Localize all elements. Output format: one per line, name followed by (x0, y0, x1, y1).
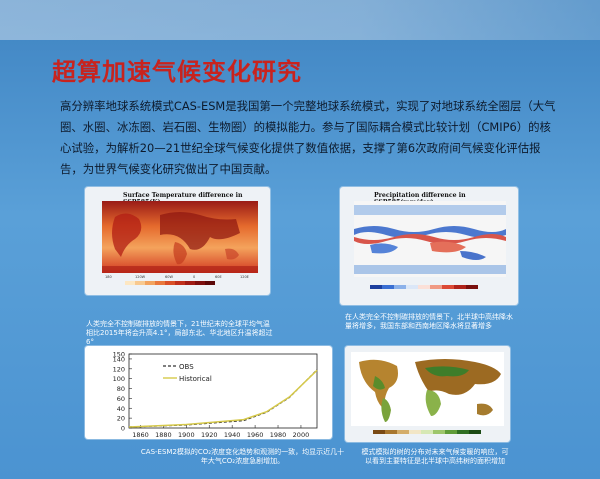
svg-text:120W: 120W (135, 275, 146, 279)
y-tick-label: 60 (117, 395, 125, 403)
y-tick-label: 20 (117, 415, 125, 423)
y-tick-label: 140 (113, 355, 125, 363)
x-tick-label: 1860 (132, 431, 149, 439)
veg-map-caption: 模式模拟的树的分布对未来气候变暖的响应，可以看到主要特征是北半球中高纬树的面积增… (361, 448, 509, 465)
x-tick-label: 1900 (178, 431, 195, 439)
series-line-historical (128, 369, 318, 428)
intro-paragraph: 高分辨率地球系统模式CAS-ESM是我国第一个完整地球系统模式，实现了对地球系统… (60, 99, 556, 176)
svg-text:60E: 60E (215, 275, 222, 279)
top-band (0, 0, 600, 40)
temp-map: 180 120W 60W 0 60E 120E (102, 201, 258, 285)
veg-map (351, 352, 504, 434)
legend-obs: OBS (179, 363, 194, 371)
precip-map-caption: 在人类完全不控制碳排放的情景下，北半球中高纬降水量将增多，我国东部和西南地区降水… (345, 313, 513, 330)
y-tick-label: 40 (117, 405, 125, 413)
temp-map-panel: Surface Temperature difference in SSP585… (85, 187, 270, 295)
page-title: 超算加速气候变化研究 (52, 58, 302, 86)
precip-map-panel: Precipitation difference in SSP585(mm/da… (340, 187, 518, 305)
x-tick-label: 1980 (270, 431, 287, 439)
svg-text:120E: 120E (240, 275, 249, 279)
y-tick-label: 120 (113, 365, 125, 373)
x-tick-label: 1920 (201, 431, 218, 439)
co2-legend: OBS Historical (163, 363, 212, 383)
x-tick-label: 1960 (247, 431, 264, 439)
precip-colorbar (370, 285, 478, 289)
co2-chart-caption: CAS-ESM2模拟的CO₂浓度变化趋势和观测的一致，均显示近几十年大气CO₂浓… (140, 448, 345, 465)
svg-text:0: 0 (193, 275, 195, 279)
y-tick-label: 80 (117, 385, 125, 393)
veg-colorbar (373, 430, 481, 434)
chart-frame (128, 353, 318, 429)
co2-chart-panel: 0 20 40 60 80 100 120 140 150 1860 1880 1900 1920 194… (85, 346, 332, 439)
x-tick-label: 1940 (224, 431, 241, 439)
precip-map (354, 201, 506, 289)
legend-historical: Historical (179, 375, 212, 383)
temp-map-caption: 人类完全不控制碳排放的情景下，21世纪末的全球平均气温相比2015年将会升高4.… (86, 320, 273, 346)
x-tick-label: 2000 (293, 431, 310, 439)
svg-text:180: 180 (105, 275, 112, 279)
series-line-obs (128, 369, 318, 428)
svg-text:60W: 60W (165, 275, 173, 279)
y-tick-label: 0 (121, 425, 125, 433)
temp-colorbar (125, 281, 215, 285)
x-tick-label: 1880 (155, 431, 172, 439)
y-tick-label: 150 (113, 351, 125, 359)
y-tick-label: 100 (113, 375, 125, 383)
veg-map-panel (345, 346, 510, 442)
